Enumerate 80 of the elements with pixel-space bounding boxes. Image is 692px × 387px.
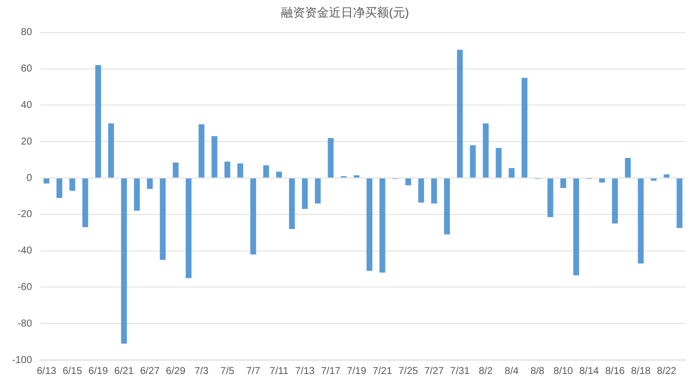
x-tick-label: 6/21 (114, 366, 134, 377)
bar (314, 178, 321, 204)
bar (186, 178, 192, 278)
bar (134, 178, 140, 211)
bar (418, 178, 424, 203)
y-tick-label: 60 (20, 64, 32, 75)
bar (457, 50, 463, 178)
bar (638, 178, 644, 264)
bar (624, 158, 631, 178)
bar (95, 65, 102, 178)
bar (547, 178, 554, 218)
y-tick-label: -100 (12, 354, 32, 366)
bar (198, 124, 204, 178)
bar (482, 123, 489, 178)
bar (302, 178, 308, 209)
bar (56, 178, 62, 198)
x-tick-label: 7/3 (194, 366, 209, 377)
y-tick-label: -80 (18, 318, 32, 330)
bar (612, 178, 618, 224)
x-tick-label: 7/11 (270, 366, 289, 377)
y-tick-label: -40 (18, 246, 32, 257)
x-tick-label: 8/10 (554, 366, 574, 377)
x-tick-label: 8/22 (656, 366, 677, 377)
x-tick-label: 7/17 (320, 366, 341, 377)
bar (212, 136, 218, 178)
y-tick-label: 80 (20, 27, 32, 38)
bar (121, 178, 127, 344)
bar (573, 178, 580, 276)
bar (664, 174, 670, 178)
bar (522, 78, 528, 178)
bar (44, 178, 50, 184)
bar (160, 178, 166, 260)
x-tick-label: 7/19 (346, 366, 367, 377)
x-tick-label: 7/21 (372, 366, 393, 377)
bar (470, 145, 476, 178)
bar (508, 168, 514, 178)
bar (496, 148, 502, 178)
x-tick-label: 8/14 (579, 366, 600, 377)
bar (263, 165, 270, 178)
bar (146, 178, 153, 189)
y-tick-label: 0 (26, 172, 32, 184)
bar (289, 178, 295, 229)
x-tick-label: 8/16 (605, 366, 626, 377)
bar (82, 178, 88, 228)
bar (224, 162, 230, 178)
y-tick-label: 20 (20, 136, 32, 148)
x-tick-label: 6/15 (62, 366, 82, 377)
x-tick-label: 6/27 (140, 366, 160, 377)
bar (676, 178, 682, 228)
x-tick-label: 7/5 (220, 366, 235, 377)
chart-title: 融资资金近日净买额(元) (281, 6, 409, 20)
x-tick-label: 7/7 (246, 366, 261, 377)
y-tick-label: 40 (20, 100, 32, 111)
bar (276, 172, 282, 178)
x-tick-label: 7/27 (424, 366, 444, 377)
x-tick-label: 8/4 (504, 366, 519, 377)
bar (172, 162, 179, 178)
y-tick-label: -60 (18, 282, 32, 293)
bar (444, 178, 450, 234)
bar (69, 178, 76, 191)
bar (108, 123, 114, 178)
bar (405, 178, 412, 186)
bar (366, 178, 372, 271)
x-tick-label: 7/25 (398, 366, 418, 377)
y-tick-label: -20 (18, 209, 32, 220)
x-tick-label: 6/29 (166, 366, 186, 377)
x-tick-label: 6/19 (88, 366, 108, 377)
bar (250, 178, 256, 254)
bar (237, 163, 244, 178)
x-tick-label: 7/31 (450, 366, 470, 377)
bar (379, 178, 386, 273)
x-tick-label: 8/8 (530, 366, 545, 377)
bar (328, 138, 334, 178)
x-tick-label: 6/13 (36, 366, 57, 377)
x-tick-label: 7/13 (295, 366, 316, 377)
bar (560, 178, 566, 188)
bar (599, 178, 605, 183)
bar (431, 178, 437, 204)
x-tick-label: 8/18 (631, 366, 651, 377)
x-tick-label: 8/2 (478, 366, 494, 377)
